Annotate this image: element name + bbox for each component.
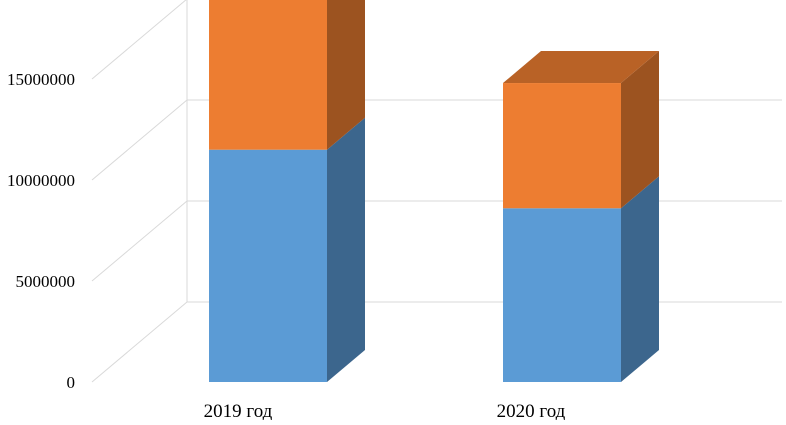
bar-0-series-1-front (209, 0, 327, 150)
bar-0-series-1-side (327, 0, 365, 150)
x-tick-label: 2020 год (497, 401, 566, 420)
bar-1-series-1-front (503, 83, 621, 209)
bar-1-top (503, 51, 659, 84)
gridline (91, 200, 782, 282)
bar-1-series-0-side (621, 176, 659, 382)
y-tick-label: 5000000 (16, 272, 76, 291)
bar-1-series-0-front (503, 208, 621, 382)
y-tick-label: 0 (67, 373, 76, 392)
bar-layer (209, 0, 659, 382)
bar-1-series-1-side (621, 51, 659, 209)
gridline (91, 301, 782, 383)
gridline (91, 99, 782, 181)
x-tick-label: 2019 год (204, 401, 273, 420)
bar-0-series-0-front (209, 149, 327, 382)
gridline (91, 0, 187, 80)
bar-0-series-0-side (327, 117, 365, 382)
y-axis-tick-labels: 0500000010000000150000002000000025000000… (7, 70, 76, 392)
y-tick-label: 10000000 (7, 171, 75, 190)
x-axis-tick-labels: 2019 год 2020 год (204, 401, 566, 422)
y-tick-label: 15000000 (7, 70, 75, 89)
grid-layer (91, 0, 782, 383)
